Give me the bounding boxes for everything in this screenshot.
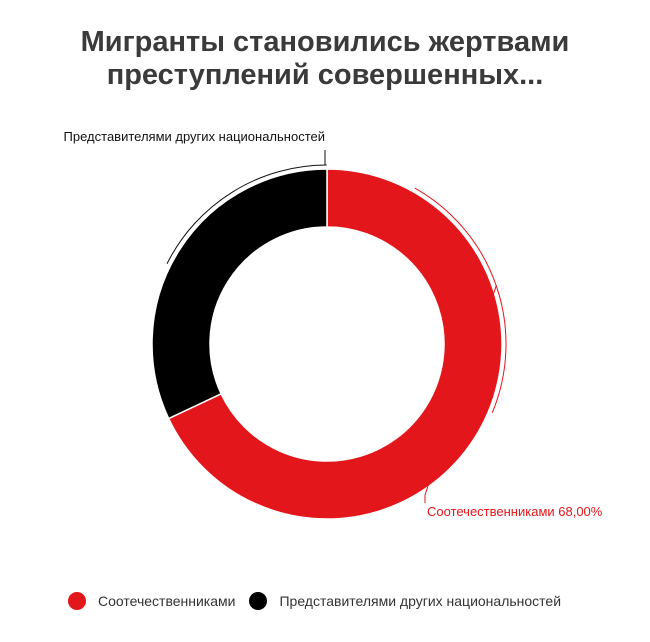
label-connector-compatriots bbox=[424, 285, 497, 503]
data-label-compatriots: Соотечественниками 68,00% bbox=[427, 504, 603, 519]
legend-item-compatriots[interactable]: Соотечественниками bbox=[68, 592, 235, 610]
legend-swatch-compatriots bbox=[68, 592, 86, 610]
data-label-other-nationalities: Представителями других национальностей bbox=[64, 129, 325, 144]
legend-swatch-other-nationalities bbox=[249, 592, 268, 610]
legend-label-other-nationalities: Представителями других национальностей bbox=[279, 593, 562, 609]
label-bracket-other-nationalities bbox=[166, 164, 327, 264]
donut-slice-other-nationalities[interactable] bbox=[151, 168, 328, 420]
chart-title-line-1: Мигранты становились жертвами bbox=[80, 26, 570, 58]
chart-legend: Соотечественниками Представителями други… bbox=[68, 590, 575, 612]
chart-title: Мигранты становились жертвами преступлен… bbox=[0, 26, 650, 92]
legend-item-other-nationalities[interactable]: Представителями других национальностей bbox=[249, 592, 561, 610]
legend-label-compatriots: Соотечественниками bbox=[98, 593, 236, 609]
chart-title-line-2: преступлений совершенных... bbox=[106, 59, 544, 91]
donut-slice-compatriots[interactable] bbox=[167, 168, 503, 520]
